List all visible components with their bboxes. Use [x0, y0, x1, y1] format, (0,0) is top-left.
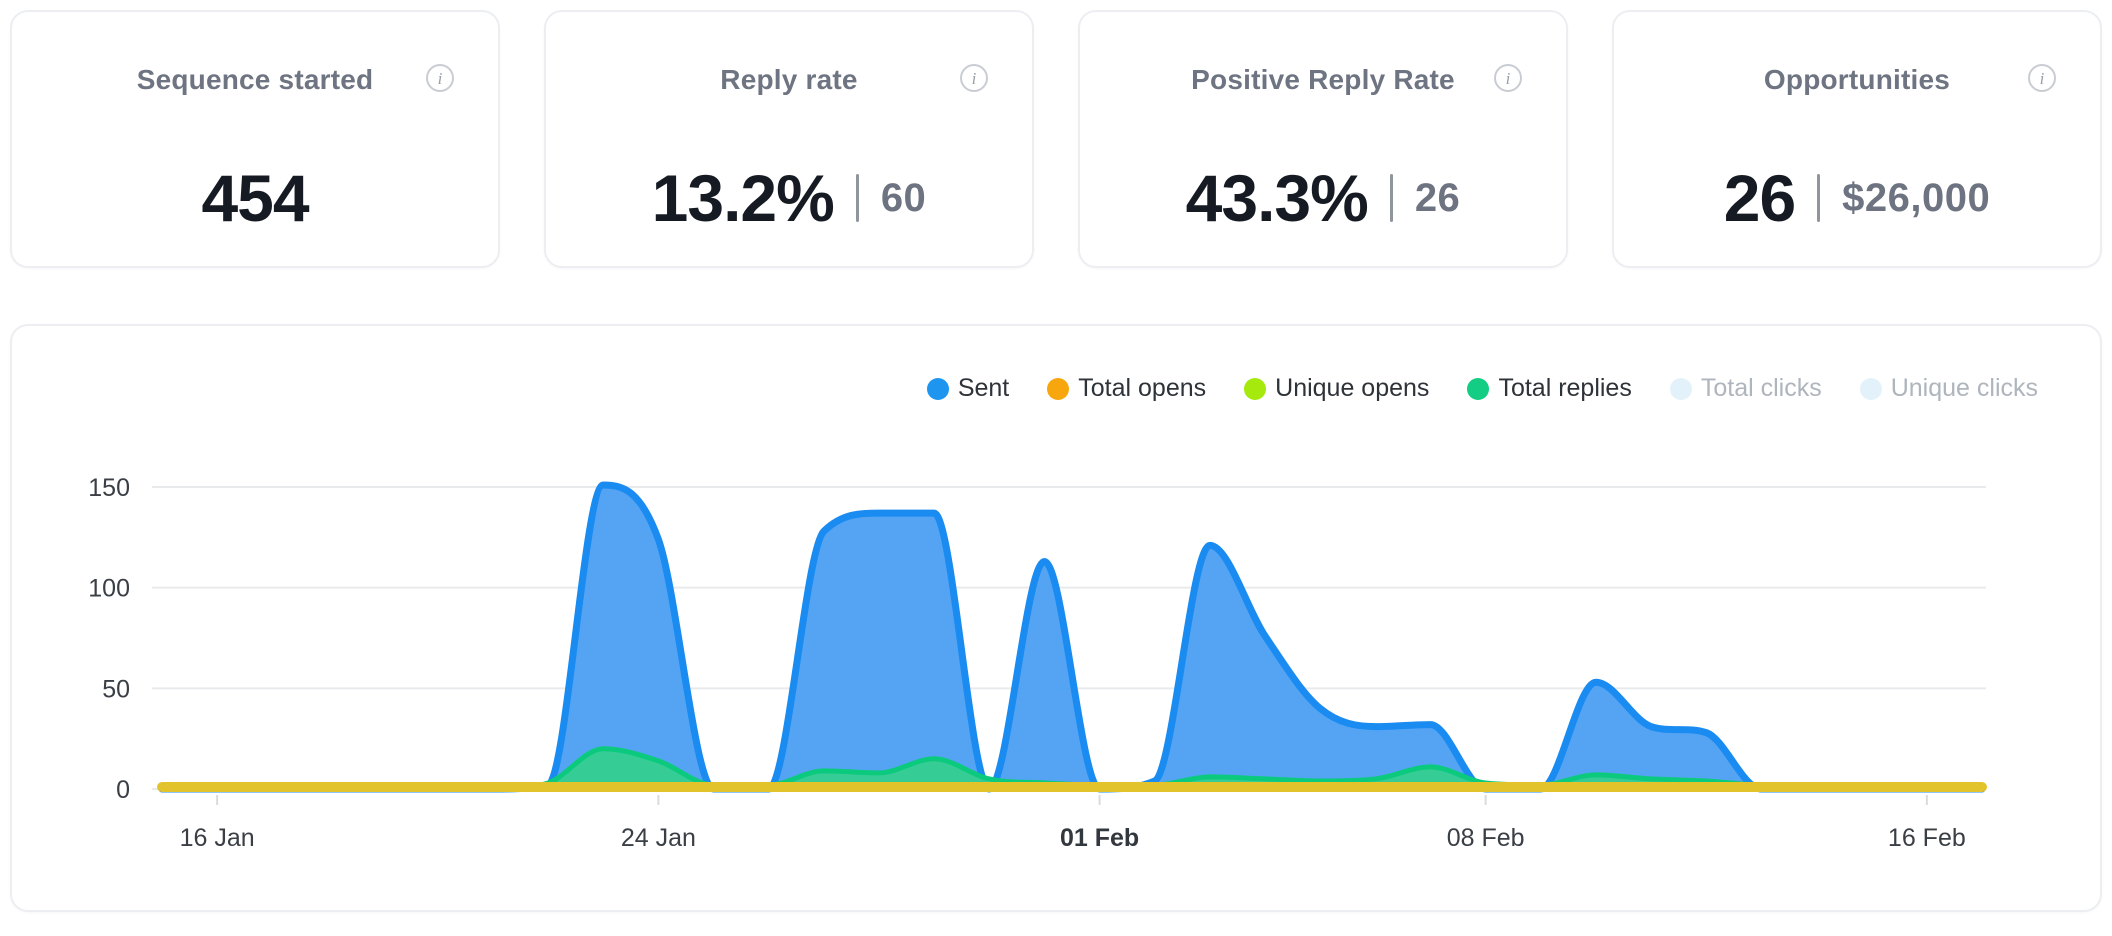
- stat-card-header: Positive Reply Rate i: [1080, 64, 1566, 96]
- value-divider: [1389, 174, 1393, 222]
- legend-item-total-replies[interactable]: Total replies: [1467, 374, 1632, 403]
- value-divider: [855, 174, 859, 222]
- y-axis-tick-label: 0: [116, 776, 130, 804]
- stat-value: 454: [201, 161, 309, 235]
- info-icon[interactable]: i: [426, 64, 454, 92]
- y-axis-tick-label: 150: [88, 474, 130, 502]
- legend-label: Total opens: [1078, 374, 1207, 402]
- info-icon[interactable]: i: [960, 64, 988, 92]
- legend-dot-total-opens: [1047, 377, 1070, 400]
- x-axis-tick-label: 08 Feb: [1447, 824, 1525, 852]
- legend-label: Unique opens: [1275, 374, 1430, 402]
- legend-item-total-clicks[interactable]: Total clicks: [1669, 374, 1822, 403]
- chart-legend: Sent Total opens Unique opens Total repl…: [926, 374, 2038, 403]
- stat-secondary-value: 26: [1414, 175, 1461, 220]
- stat-card-sequence-started: Sequence started i 454: [10, 10, 500, 268]
- stat-secondary-value: $26,000: [1842, 175, 1991, 220]
- stat-value: 26: [1723, 161, 1796, 235]
- legend-item-total-opens[interactable]: Total opens: [1047, 374, 1206, 403]
- x-axis-tick-label: 16 Feb: [1888, 824, 1966, 852]
- legend-dot-unique-clicks: [1859, 377, 1882, 400]
- stat-title: Sequence started: [136, 64, 374, 95]
- area-chart[interactable]: 0 50 100 150 16 Jan 24 Jan 01 Feb 08 Feb 16 Feb: [12, 444, 2100, 896]
- stat-value-row: 43.3% 26: [1080, 160, 1566, 236]
- stat-card-header: Sequence started i: [12, 64, 498, 96]
- stat-card-opportunities: Opportunities i 26 $26,000: [1612, 10, 2102, 268]
- stat-value: 13.2%: [651, 161, 835, 235]
- legend-item-sent[interactable]: Sent: [926, 374, 1010, 403]
- y-axis-tick-label: 100: [88, 575, 130, 603]
- stat-title: Positive Reply Rate: [1191, 64, 1455, 95]
- stat-card-header: Reply rate i: [546, 64, 1032, 96]
- x-axis-tick-label: 24 Jan: [621, 824, 696, 852]
- stat-cards-row: Sequence started i 454 Reply rate i 13.2…: [10, 10, 2102, 268]
- legend-dot-total-clicks: [1669, 377, 1692, 400]
- value-divider: [1817, 174, 1821, 222]
- stat-card-header: Opportunities i: [1614, 64, 2100, 96]
- info-icon[interactable]: i: [2028, 64, 2056, 92]
- x-axis-tick-label: 16 Jan: [180, 824, 255, 852]
- stat-title: Opportunities: [1763, 64, 1951, 95]
- info-icon[interactable]: i: [1494, 64, 1522, 92]
- legend-dot-total-replies: [1467, 377, 1490, 400]
- stat-value-row: 26 $26,000: [1614, 160, 2100, 236]
- legend-dot-sent: [926, 377, 949, 400]
- legend-item-unique-opens[interactable]: Unique opens: [1244, 374, 1429, 403]
- stat-card-positive-reply-rate: Positive Reply Rate i 43.3% 26: [1078, 10, 1568, 268]
- stat-card-reply-rate: Reply rate i 13.2% 60: [544, 10, 1034, 268]
- stat-value-row: 13.2% 60: [546, 160, 1032, 236]
- sequence-activity-chart-card: Sent Total opens Unique opens Total repl…: [10, 324, 2102, 912]
- legend-label: Unique clicks: [1890, 374, 2038, 402]
- stat-title: Reply rate: [720, 64, 858, 95]
- legend-label: Total replies: [1498, 374, 1632, 402]
- stat-value-row: 454: [12, 160, 498, 236]
- stat-secondary-value: 60: [880, 175, 927, 220]
- legend-item-unique-clicks[interactable]: Unique clicks: [1859, 374, 2038, 403]
- legend-label: Total clicks: [1700, 374, 1822, 402]
- stat-value: 43.3%: [1185, 161, 1369, 235]
- legend-label: Sent: [957, 374, 1010, 402]
- series-area-sent: [162, 484, 1982, 789]
- y-axis-tick-label: 50: [102, 675, 130, 703]
- x-axis-tick-label: 01 Feb: [1060, 824, 1139, 852]
- series-area-total-replies: [162, 748, 1982, 789]
- legend-dot-unique-opens: [1244, 377, 1267, 400]
